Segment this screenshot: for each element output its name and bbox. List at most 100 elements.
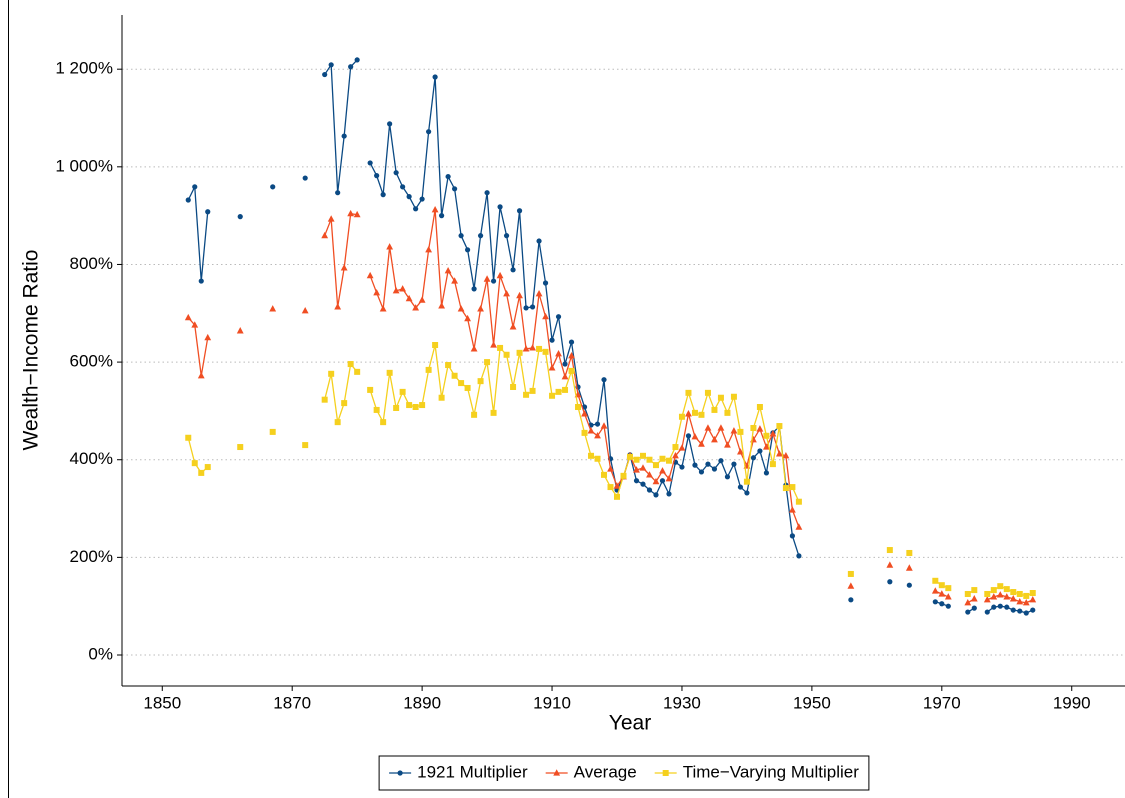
- y-tick-label: 400%: [70, 449, 113, 468]
- legend-box: [378, 755, 870, 791]
- point: [887, 579, 893, 585]
- point: [205, 209, 211, 215]
- point: [399, 388, 406, 395]
- point: [990, 587, 997, 594]
- point: [503, 233, 510, 239]
- point: [698, 440, 705, 447]
- point: [685, 433, 692, 439]
- point: [646, 456, 653, 463]
- point: [471, 286, 477, 292]
- point: [444, 267, 452, 274]
- point: [555, 388, 562, 395]
- point: [439, 213, 445, 219]
- point: [419, 402, 426, 409]
- point: [374, 173, 380, 179]
- point: [568, 351, 575, 359]
- point: [353, 210, 361, 218]
- point: [789, 533, 795, 539]
- point: [659, 467, 666, 474]
- point: [523, 391, 530, 398]
- point: [477, 305, 484, 312]
- point: [347, 209, 355, 217]
- y-tick-label: 0%: [88, 644, 113, 663]
- point: [373, 406, 380, 413]
- point: [614, 493, 621, 500]
- point: [328, 62, 334, 68]
- legend-item: 1921 Multiplier: [389, 762, 528, 781]
- point: [905, 564, 913, 571]
- point: [588, 452, 595, 459]
- point: [393, 404, 400, 411]
- point: [379, 305, 387, 312]
- point: [509, 323, 517, 330]
- point: [412, 304, 420, 311]
- point: [1029, 596, 1037, 603]
- point: [931, 587, 939, 594]
- point: [348, 64, 354, 70]
- point: [730, 427, 738, 434]
- point: [568, 339, 575, 345]
- point: [204, 333, 212, 341]
- point: [392, 287, 400, 294]
- point: [795, 498, 802, 505]
- point: [457, 305, 465, 312]
- x-tick-label: 1990: [1053, 693, 1091, 712]
- point: [192, 184, 198, 190]
- point: [743, 478, 750, 485]
- point: [601, 471, 608, 478]
- point: [237, 214, 243, 220]
- point: [906, 549, 913, 556]
- point: [503, 289, 510, 297]
- point: [529, 344, 536, 351]
- point: [496, 271, 504, 279]
- point: [445, 173, 451, 180]
- point: [510, 383, 517, 390]
- point: [354, 368, 361, 375]
- point: [418, 296, 426, 303]
- point: [737, 448, 744, 455]
- point: [789, 484, 796, 491]
- point: [458, 380, 465, 387]
- point: [763, 470, 770, 476]
- point: [302, 442, 309, 449]
- point: [639, 464, 647, 471]
- point: [678, 444, 686, 451]
- point: [847, 570, 854, 577]
- point: [561, 372, 569, 380]
- point: [782, 485, 789, 492]
- y-tick-label: 1 200%: [55, 59, 113, 78]
- point: [717, 424, 725, 431]
- point: [1010, 607, 1016, 613]
- point: [341, 400, 348, 407]
- point: [633, 466, 640, 473]
- point: [269, 305, 277, 312]
- point: [380, 192, 386, 198]
- point: [646, 487, 653, 493]
- point: [984, 609, 990, 615]
- point: [568, 367, 575, 374]
- point: [354, 57, 360, 63]
- point: [763, 443, 770, 450]
- point: [665, 457, 672, 464]
- point: [744, 490, 750, 496]
- point: [601, 377, 607, 383]
- point: [269, 428, 276, 435]
- series-line: [187, 59, 1034, 614]
- point: [600, 422, 608, 429]
- x-tick-label: 1910: [533, 693, 571, 712]
- point: [886, 547, 893, 554]
- point: [419, 196, 425, 202]
- point: [412, 404, 419, 411]
- point: [971, 605, 977, 611]
- point: [529, 387, 536, 394]
- x-axis-title: Year: [609, 712, 651, 735]
- point: [691, 409, 698, 416]
- point: [185, 434, 192, 441]
- point: [750, 424, 757, 431]
- point: [633, 478, 640, 484]
- point: [191, 321, 199, 328]
- point: [620, 472, 627, 479]
- legend-label: 1921 Multiplier: [417, 762, 528, 781]
- series-line: [187, 209, 1034, 604]
- point: [1023, 592, 1030, 599]
